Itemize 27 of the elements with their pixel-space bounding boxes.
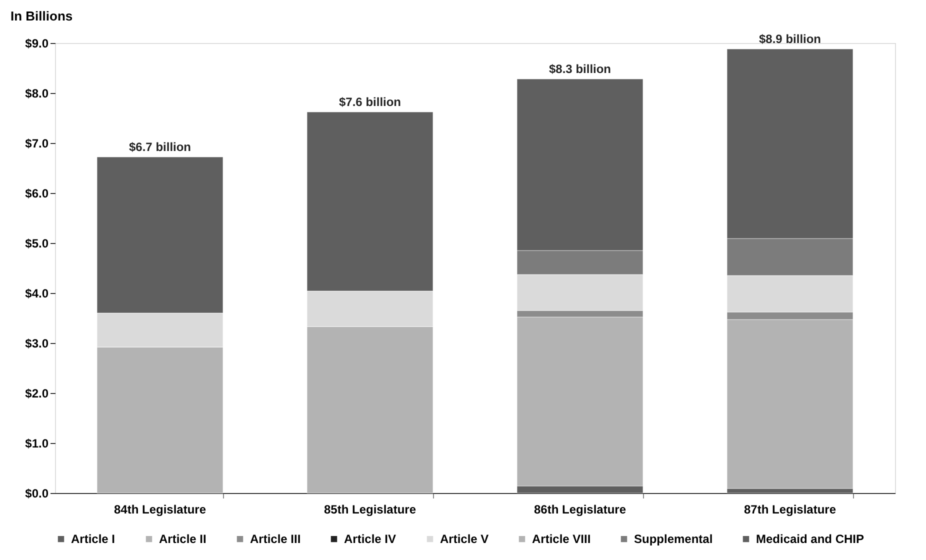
- y-tick-label: $9.0: [25, 36, 49, 50]
- legend-label: Article III: [250, 532, 301, 546]
- legend-label: Article II: [159, 532, 206, 546]
- legend-label: Article V: [440, 532, 489, 546]
- y-tick-label: $0.0: [25, 486, 49, 500]
- y-tick-label: $8.0: [25, 86, 49, 100]
- total-label: $8.3 billion: [548, 62, 612, 76]
- x-tick-label: 86th Legislature: [534, 502, 626, 516]
- legend-label: Article I: [71, 532, 116, 546]
- y-tick-label: $6.0: [25, 186, 49, 200]
- y-tick-label: $4.0: [25, 286, 49, 300]
- y-tick-label: $1.0: [25, 436, 49, 450]
- x-tick-label: 87th Legislature: [744, 502, 836, 516]
- total-label: $6.7 billion: [128, 140, 192, 154]
- legend-label: Supplemental: [634, 532, 713, 546]
- y-tick-label: $5.0: [25, 236, 49, 250]
- y-tick-label: $7.0: [25, 136, 49, 150]
- total-label: $8.9 billion: [758, 32, 822, 46]
- x-tick-label: 84th Legislature: [114, 502, 206, 516]
- legend-label: Medicaid and CHIP: [756, 532, 864, 546]
- legend-label: Article VIII: [532, 532, 591, 546]
- y-axis-title: In Billions: [10, 8, 73, 24]
- x-tick-label: 85th Legislature: [324, 502, 416, 516]
- y-tick-label: $3.0: [25, 336, 49, 350]
- y-tick-label: $2.0: [25, 386, 49, 400]
- legend-label: Article IV: [344, 532, 396, 546]
- total-label: $7.6 billion: [338, 95, 402, 109]
